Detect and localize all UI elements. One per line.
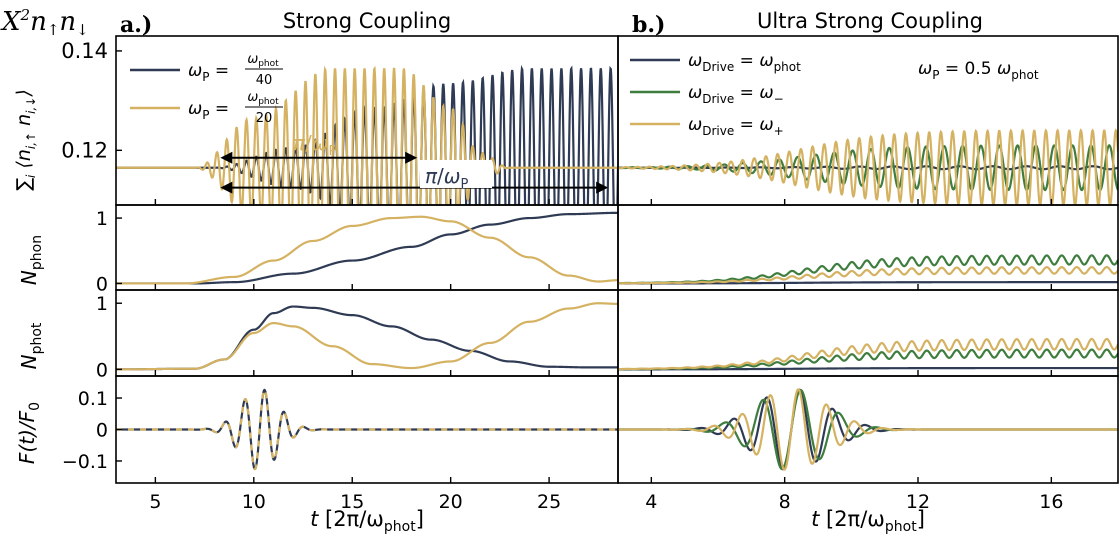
panel-b-xlabel: t [2π/ωphot] [811, 507, 925, 535]
legend-a-navy-num: ωphot [247, 52, 279, 69]
annotation-long-arrow-label: π/ωP [425, 164, 469, 192]
row-label-nphon: Nphon [17, 235, 45, 285]
panel-a-row-3-ytick-1: 0 [96, 359, 108, 381]
panel-a-row-3-series-2 [116, 302, 618, 371]
panel-a-row-3-plot: 01 [96, 289, 619, 381]
panel-a-letter: a.) [120, 12, 152, 38]
corner-label: X2n↑n↓ [0, 6, 89, 39]
panel-a-row-2-series-2 [116, 215, 618, 285]
panel-b-letter: b.) [632, 12, 665, 38]
panel-a-row-4-ytick-2: 0 [96, 420, 108, 442]
panel-b-row-2-plot [617, 204, 1119, 291]
legend-a-navy-den: 40 [256, 73, 273, 88]
panel-a-row-4-ytick-1: −0.1 [62, 451, 108, 473]
panel-b-row-3-plot [617, 289, 1119, 377]
panel-b-title: Ultra Strong Coupling [757, 9, 983, 33]
panel-b-xtick-2: 8 [779, 491, 791, 513]
panel-b-row-3-series-3 [618, 337, 1118, 371]
panel-a-xtick-4: 20 [439, 491, 463, 513]
panel-b-xtick-1: 4 [645, 491, 657, 513]
row-label-double-occupancy: ∑i ⟨ni,↑ ni,↓⟩ [13, 89, 38, 191]
panel-a-xtick-2: 10 [242, 491, 266, 513]
panel-a-xtick-5: 25 [537, 491, 561, 513]
panel-a-row-2-ytick-2: 1 [96, 208, 108, 230]
panel-b-row-1-series-3 [618, 128, 1118, 205]
legend-a-gold-num: ωphot [247, 90, 279, 107]
panel-b-row-3-series-2 [618, 348, 1118, 371]
panel-a-row-3-ytick-2: 1 [96, 293, 108, 315]
panel-b-row-3-series-1 [618, 366, 1118, 371]
legend-a-gold-den: 20 [256, 111, 273, 126]
panel-a-title: Strong Coupling [283, 9, 451, 33]
legend-a-gold-label: ωP = [188, 99, 229, 122]
panel-a-row-4-ytick-3: 0.1 [78, 388, 108, 410]
panel-b-xtick-4: 16 [1039, 491, 1063, 513]
panel-a-row-3-series-1 [116, 305, 618, 371]
panel-a-arrow-2 [220, 181, 609, 194]
panel-b-row-2-series-1 [618, 281, 1118, 285]
panel-a-row-2-ytick-1: 0 [96, 273, 108, 295]
legend-b-gold-label: ωDrive = ω+ [688, 115, 784, 138]
panel-a-legend: ωP = ωphot 40 ωP = ωphot 20 [130, 52, 283, 126]
panel-a-row-2-series-1 [116, 211, 618, 285]
panel-b-row-4-series-3 [618, 388, 1118, 471]
panel-a-row-1-ytick-2: 0.14 [61, 39, 108, 63]
legend-a-navy-label: ωP = [188, 61, 229, 84]
panel-a-arrow-1 [220, 151, 418, 164]
panel-b-legend: ωDrive = ωphot ωDrive = ω− ωDrive = ω+ ω… [630, 51, 1039, 138]
panel-a-row-4-series-1 [116, 388, 618, 471]
annotation-short-arrow-label: π/ωP [293, 131, 337, 159]
legend-b-green-label: ωDrive = ω− [688, 83, 784, 106]
panel-b-xtick-3: 12 [906, 491, 930, 513]
panel-a-xtick-1: 5 [149, 491, 161, 513]
panel-a-row-4-plot: −0.1 0 0.1 5 10 15 20 25 [62, 375, 619, 513]
panel-a-row-1-series-2 [116, 65, 618, 205]
panel-b-row-2-series-3 [618, 266, 1118, 285]
panel-a-xtick-3: 15 [340, 491, 364, 513]
panel-a-row-1-ytick-1: 0.12 [61, 138, 108, 162]
panel-b-row-4-plot: 4 8 12 16 [617, 375, 1119, 513]
panel-a-row-2-plot: 01 [96, 204, 619, 295]
row-label-nphot: Nphot [17, 322, 45, 369]
panel-a-xlabel: t [2π/ωphot] [310, 507, 424, 535]
annotation-long-arrow-label-box: π/ωP [420, 160, 492, 192]
panel-b-annotation: ωP = 0.5 ωphot [918, 59, 1039, 82]
row-label-force: F(t)/F0 [15, 402, 43, 464]
legend-b-navy-label: ωDrive = ωphot [688, 51, 801, 74]
